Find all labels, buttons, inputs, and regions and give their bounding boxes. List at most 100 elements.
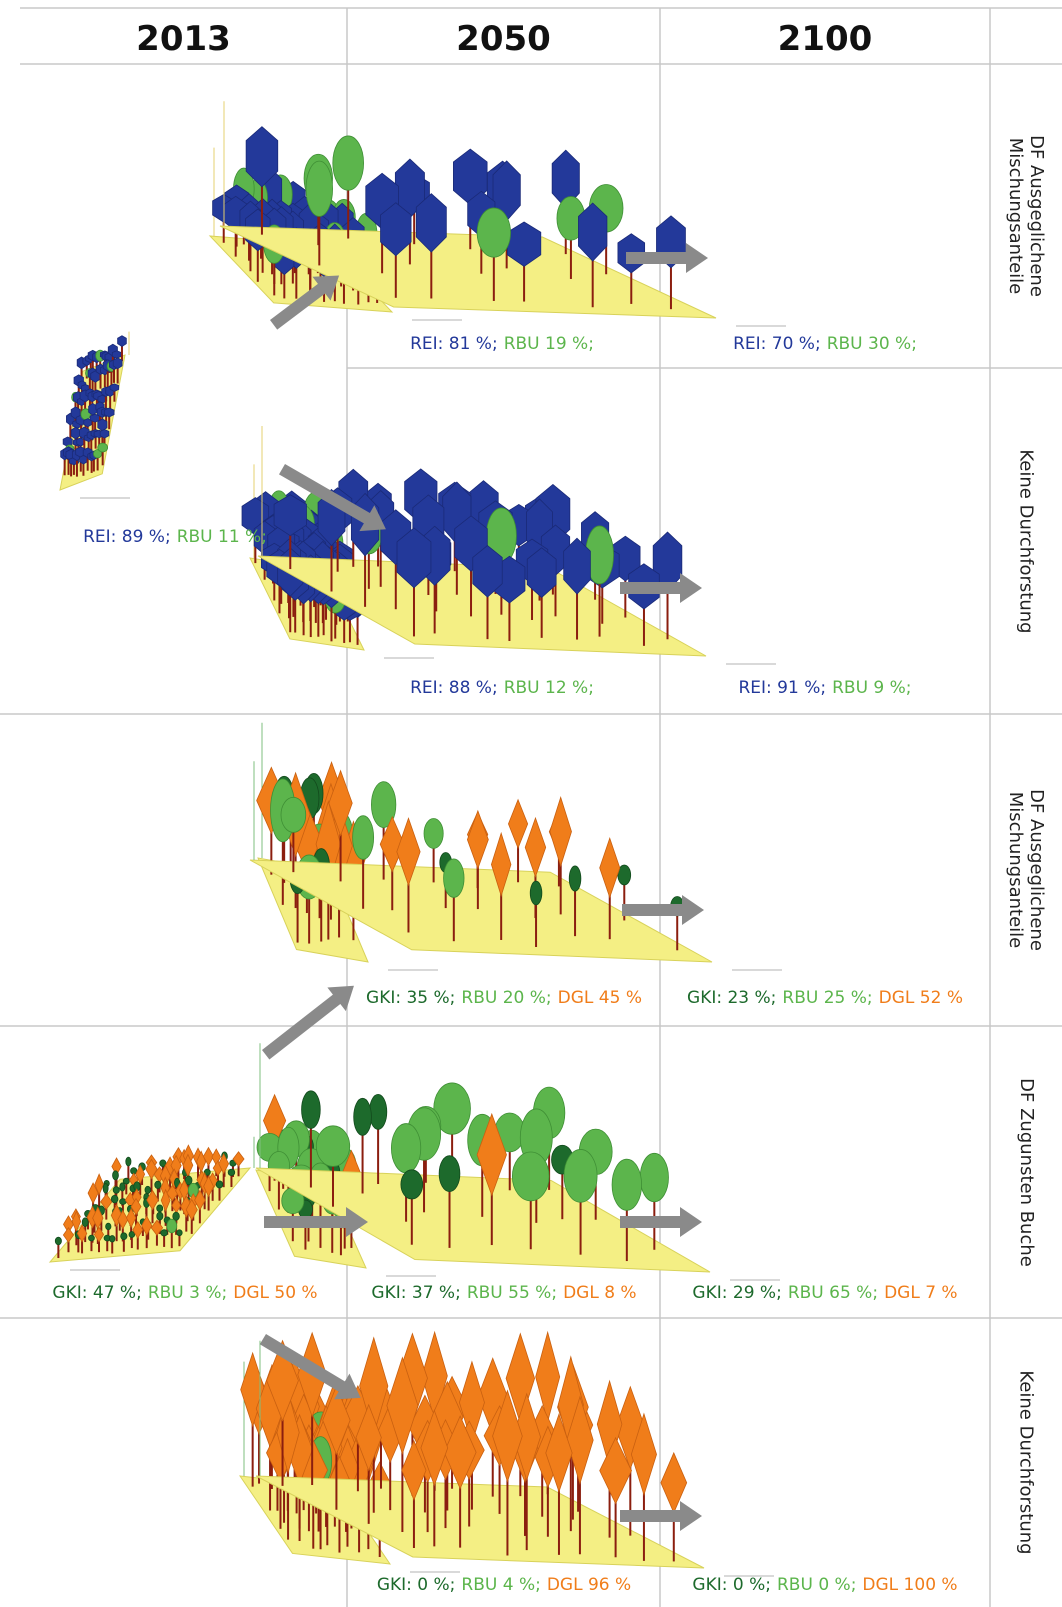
caption-dgl-share: DGL 96 %: [546, 1575, 632, 1595]
tree-dgl: [379, 815, 405, 911]
caption-rbu-share: RBU 9 %;: [832, 678, 912, 698]
tree-rei: [506, 221, 542, 302]
caption-b2050-3: GKI: 0 %; RBU 4 %; DGL 96 %: [350, 1570, 658, 1600]
column-header-2050: 2050: [456, 19, 551, 59]
tree-rbu: [476, 207, 511, 301]
tree-dgl: [401, 1439, 427, 1549]
tree-dgl: [194, 1189, 206, 1224]
tree-dgl: [599, 837, 621, 940]
arrow-2013-to-2050-row2: [279, 464, 386, 532]
tree-rei: [245, 126, 279, 235]
arrow-2050-to-2100-row4: [620, 1207, 702, 1237]
tree-gki: [400, 1169, 424, 1245]
tree-gki: [88, 1234, 95, 1252]
tree-rbu: [332, 135, 364, 239]
tree-rbu: [563, 1149, 598, 1255]
tree-gki: [353, 1097, 372, 1194]
tree-dgl: [185, 1198, 198, 1234]
caption-rbu-share: RBU 12 %;: [503, 678, 594, 698]
stand-scene: [255, 1043, 780, 1281]
caption-gki-share: GKI: 35 %;: [366, 988, 456, 1008]
arrow-2050-to-2100-row3: [622, 895, 704, 925]
tree-gki: [54, 1236, 62, 1259]
caption-rbu-share: RBU 65 %;: [787, 1283, 879, 1303]
tree-gki: [529, 880, 543, 948]
tree-rbu: [443, 858, 465, 942]
tree-dgl: [443, 1415, 477, 1548]
tree-dgl: [545, 1413, 573, 1555]
tree-rei: [273, 494, 307, 570]
tree-dgl: [386, 1356, 419, 1532]
tree-rei: [578, 202, 608, 308]
caption-b2013: GKI: 47 %; RBU 3 %; DGL 50 %: [20, 1278, 350, 1308]
tree-gki: [438, 1155, 461, 1248]
tree-rei: [79, 454, 88, 476]
tree-gki: [120, 1232, 128, 1252]
tree-dgl: [396, 817, 421, 933]
tree-gki: [176, 1229, 183, 1247]
tree-rei: [526, 547, 557, 638]
tree-rbu: [280, 796, 307, 873]
arrow-2050-to-2100-row5: [620, 1501, 702, 1531]
column-header-2013: 2013: [136, 19, 231, 59]
arrow-2013-to-2050-row5: [259, 1334, 361, 1400]
tree-dgl: [132, 1220, 144, 1250]
tree-dgl: [62, 1227, 75, 1253]
tree-rbu: [315, 1125, 351, 1207]
caption-dgl-share: DGL 100 %: [862, 1575, 958, 1595]
tree-rbu: [97, 442, 109, 466]
caption-rei-share: REI: 89 %;: [83, 527, 171, 547]
tree-rbu: [423, 818, 444, 883]
caption-b2100-3: GKI: 0 %; RBU 0 %; DGL 100 %: [662, 1570, 988, 1600]
tree-gki: [215, 1180, 224, 1201]
tree-dgl: [490, 831, 512, 940]
tree-rei: [396, 527, 432, 637]
tree-gki: [109, 1235, 116, 1254]
caption-rei-share: REI: 91 %;: [738, 678, 827, 698]
tree-dgl: [232, 1151, 245, 1177]
stand-scene: [249, 761, 782, 971]
caption-gki-share: GKI: 23 %;: [687, 988, 777, 1008]
tree-dgl: [76, 1224, 88, 1254]
tree-rei: [103, 407, 115, 430]
tree-rei: [472, 544, 503, 640]
ground-plane: [249, 859, 713, 963]
tree-gki: [369, 1094, 388, 1185]
tree-gki: [568, 865, 582, 937]
tree-rei: [380, 202, 412, 298]
tree-rei: [563, 537, 591, 640]
caption-rbu-share: RBU 30 %;: [826, 334, 917, 354]
caption-a2050-1: REI: 81 %; RBU 19 %;: [352, 329, 652, 359]
tree-dgl: [94, 1173, 104, 1209]
caption-dgl-share: DGL 8 %: [563, 1283, 637, 1303]
tree-dgl: [141, 1215, 153, 1249]
arrow-2013-to-2050-row1: [270, 275, 340, 330]
tree-gki: [301, 1090, 321, 1188]
stand-scene: [219, 101, 786, 327]
tree-rei: [112, 357, 123, 384]
arrow-2013-to-2050-row4: [264, 1207, 368, 1237]
tree-dgl: [420, 1409, 449, 1547]
caption-gki-share: GKI: 47 %;: [52, 1283, 142, 1303]
caption-gki-share: GKI: 37 %;: [371, 1283, 461, 1303]
stand-scene: [59, 331, 130, 499]
caption-gki-share: GKI: 0 %;: [376, 1575, 456, 1595]
caption-gki-share: GKI: 0 %;: [692, 1575, 771, 1595]
caption-rbu-share: RBU 55 %;: [466, 1283, 558, 1303]
tree-dgl: [466, 809, 489, 910]
caption-b2100-1: GKI: 23 %; RBU 25 %; DGL 52 %: [662, 983, 988, 1013]
caption-a2013: REI: 89 %; RBU 11 %;: [40, 522, 310, 552]
caption-dgl-share: DGL 50 %: [233, 1283, 318, 1303]
caption-rbu-share: RBU 11 %;: [176, 527, 267, 547]
tree-rbu: [352, 815, 375, 909]
tree-dgl: [150, 1219, 164, 1246]
caption-a2050-2: REI: 88 %; RBU 12 %;: [352, 673, 652, 703]
arrow-2013-to-2050-row3: [262, 985, 354, 1060]
caption-rbu-share: RBU 0 %;: [777, 1575, 857, 1595]
tree-gki: [103, 1234, 111, 1252]
tree-dgl: [355, 1403, 382, 1524]
